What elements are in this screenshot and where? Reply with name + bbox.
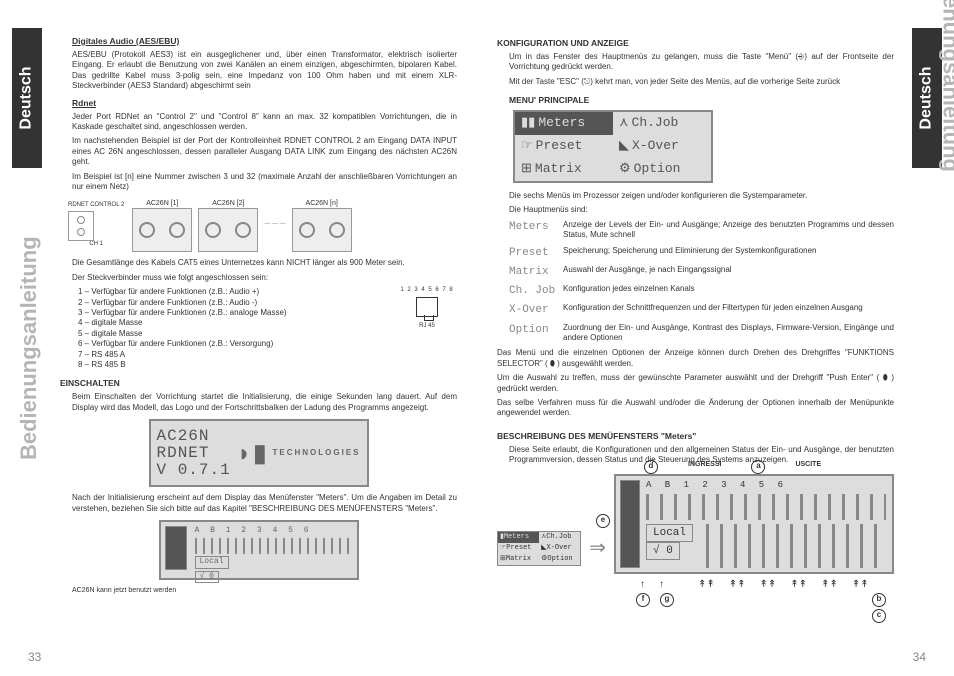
- page-33: Deutsch Bedienungsanleitung 33 Digitales…: [0, 0, 477, 676]
- box-label: AC26N [1]: [132, 199, 192, 208]
- lang-label: Deutsch: [918, 66, 936, 129]
- label-a: a: [751, 460, 765, 474]
- text: Die Gesamtlänge des Kabels CAT5 eines Un…: [72, 258, 457, 268]
- menu-xover: ◣X-Over: [613, 135, 711, 158]
- rj45-icon: [416, 297, 438, 317]
- def-meters: MetersAnzeige der Levels der Ein- und Au…: [497, 220, 894, 241]
- pin-line: 5 – digitale Masse: [60, 329, 397, 339]
- rdnet-caption: RDNET CONTROL 2: [68, 202, 124, 210]
- text: Die sechs Menüs im Prozessor zeigen und/…: [509, 191, 894, 201]
- heading-power: EINSCHALTEN: [60, 378, 457, 389]
- page-34: Deutsch Bedienungsanleitung 34 KONFIGURA…: [477, 0, 954, 676]
- menu-preset: ☞Preset: [515, 135, 613, 158]
- preset-icon: ☞: [521, 138, 533, 155]
- boot-line: V 0.7.1: [157, 462, 231, 479]
- menu-option: ⚙Option: [613, 158, 711, 181]
- option-icon: ⚙: [619, 161, 631, 178]
- footnote: AC26N kann jetzt benutzt werden: [60, 586, 457, 595]
- box-label: AC26N [2]: [198, 199, 258, 208]
- pin-line: 7 – RS 485 A: [60, 350, 397, 360]
- pin-line: 8 – RS 485 B: [60, 360, 397, 370]
- main-menu-display: ▮▮Meters ⋏Ch.Job ☞Preset ◣X-Over ⊞Matrix…: [513, 110, 713, 183]
- label-e: e: [596, 514, 610, 528]
- text: Mit der Taste "ESC" (⎋) kehrt man, von j…: [509, 77, 894, 87]
- heading-rdnet: Rdnet: [72, 98, 457, 109]
- ingressi-label: INGRESSI: [688, 460, 721, 474]
- menu-title: MENU' PRINCIPALE: [497, 95, 894, 106]
- boot-line: AC26N: [157, 428, 231, 445]
- v0-label: √ 0: [195, 571, 219, 583]
- ac26n-box: [132, 208, 192, 252]
- pin-numbers: 1 2 3 4 5 6 7 8: [397, 287, 457, 295]
- text: Im Beispiel ist [n] eine Nummer zwischen…: [72, 172, 457, 193]
- meters-small-display: A B 1 2 3 4 5 6 Local √ 0: [159, 520, 359, 580]
- box-label: AC26N [n]: [292, 199, 352, 208]
- text: Beim Einschalten der Vorrichtung startet…: [72, 392, 457, 413]
- side-title-right: Bedienungsanleitung: [938, 0, 954, 172]
- rj45-label: RJ 45: [397, 323, 457, 331]
- heading-aes: Digitales Audio (AES/EBU): [72, 36, 457, 47]
- def-xover: X-OverKonfiguration der Schnittfrequenze…: [497, 303, 894, 317]
- text: Um die Auswahl zu treffen, muss der gewü…: [497, 373, 894, 394]
- right-content: KONFIGURATION UND ANZEIGE Um in das Fens…: [497, 38, 894, 623]
- text: Das selbe Verfahren muss für die Auswahl…: [497, 398, 894, 419]
- page-number-right: 34: [913, 650, 926, 664]
- pin-line: 3 – Verfügbar für andere Funktionen (z.B…: [60, 308, 397, 318]
- text: Im nachstehenden Beispiel ist der Port d…: [72, 136, 457, 167]
- text: Um in das Fenster des Hauptmenüs zu gela…: [509, 52, 894, 73]
- ac26n-box: [198, 208, 258, 252]
- local-label: Local: [646, 524, 693, 542]
- text: Jeder Port RDNet an "Control 2" und "Con…: [72, 112, 457, 133]
- page-number-left: 33: [28, 650, 41, 664]
- heading-config: KONFIGURATION UND ANZEIGE: [497, 38, 894, 49]
- meter-cols: A B 1 2 3 4 5 6: [195, 526, 353, 536]
- pin-line: 4 – digitale Masse: [60, 318, 397, 328]
- lang-tab-left: Deutsch: [12, 28, 42, 168]
- left-content: Digitales Audio (AES/EBU) AES/EBU (Proto…: [60, 36, 457, 595]
- text: Das Menü und die einzelnen Optionen der …: [497, 348, 894, 369]
- def-option: OptionZuordnung der Ein- und Ausgänge, K…: [497, 323, 894, 344]
- text: Nach der Initialisierung erscheint auf d…: [72, 493, 457, 514]
- def-preset: PresetSpeicherung; Speicherung und Elimi…: [497, 246, 894, 260]
- boot-display: AC26N RDNET V 0.7.1 ◗▮ TECHNOLOGIES: [149, 419, 369, 487]
- matrix-icon: ⊞: [521, 161, 532, 178]
- v0-label: √ 0: [646, 542, 680, 560]
- ac26n-box: [292, 208, 352, 252]
- boot-line: RDNET: [157, 445, 231, 462]
- text: Der Steckverbinder muss wie folgt angesc…: [72, 273, 457, 283]
- menu-meters: ▮▮Meters: [515, 112, 613, 135]
- label-b: b: [872, 593, 886, 607]
- label-f: f: [636, 593, 650, 607]
- uscite-label: USCITE: [795, 460, 821, 474]
- ch-label: CH 1: [68, 241, 124, 249]
- local-label: Local: [195, 556, 229, 568]
- label-g: g: [660, 593, 674, 607]
- label-c: c: [872, 609, 886, 623]
- label-d: d: [644, 460, 658, 474]
- xover-icon: ◣: [619, 138, 629, 155]
- menu-chjob: ⋏Ch.Job: [613, 112, 711, 135]
- arrow-icon: ⇒: [589, 535, 606, 561]
- def-matrix: MatrixAuswahl der Ausgänge, je nach Eing…: [497, 265, 894, 279]
- pin-line: 1 – Verfügbar für andere Funktionen (z.B…: [60, 287, 397, 297]
- big-meters-display: A B 1 2 3 4 5 6 Local √ 0: [614, 474, 894, 574]
- def-chjob: Ch. JobKonfiguration jedes einzelnen Kan…: [497, 284, 894, 298]
- chjob-icon: ⋏: [619, 115, 629, 132]
- rdnet-diagram: RDNET CONTROL 2 CH 1 AC26N [1] AC26N [2]: [60, 196, 457, 254]
- heading-meters-desc: BESCHREIBUNG DES MENÜFENSTERS "Meters": [497, 431, 894, 442]
- lang-label: Deutsch: [18, 66, 36, 129]
- text: AES/EBU (Protokoll AES3) ist ein ausgegl…: [72, 50, 457, 92]
- side-title-left: Bedienungsanleitung: [16, 236, 42, 460]
- brand-label: TECHNOLOGIES: [272, 448, 360, 458]
- meters-icon: ▮▮: [521, 115, 535, 132]
- pin-line: 2 – Verfügbar für andere Funktionen (z.B…: [60, 298, 397, 308]
- meter-cols: A B 1 2 3 4 5 6: [646, 480, 787, 492]
- pin-line: 6 – Verfügbar für andere Funktionen (z.B…: [60, 339, 397, 349]
- text: Die Hauptmenüs sind:: [509, 205, 894, 215]
- menu-matrix: ⊞Matrix: [515, 158, 613, 181]
